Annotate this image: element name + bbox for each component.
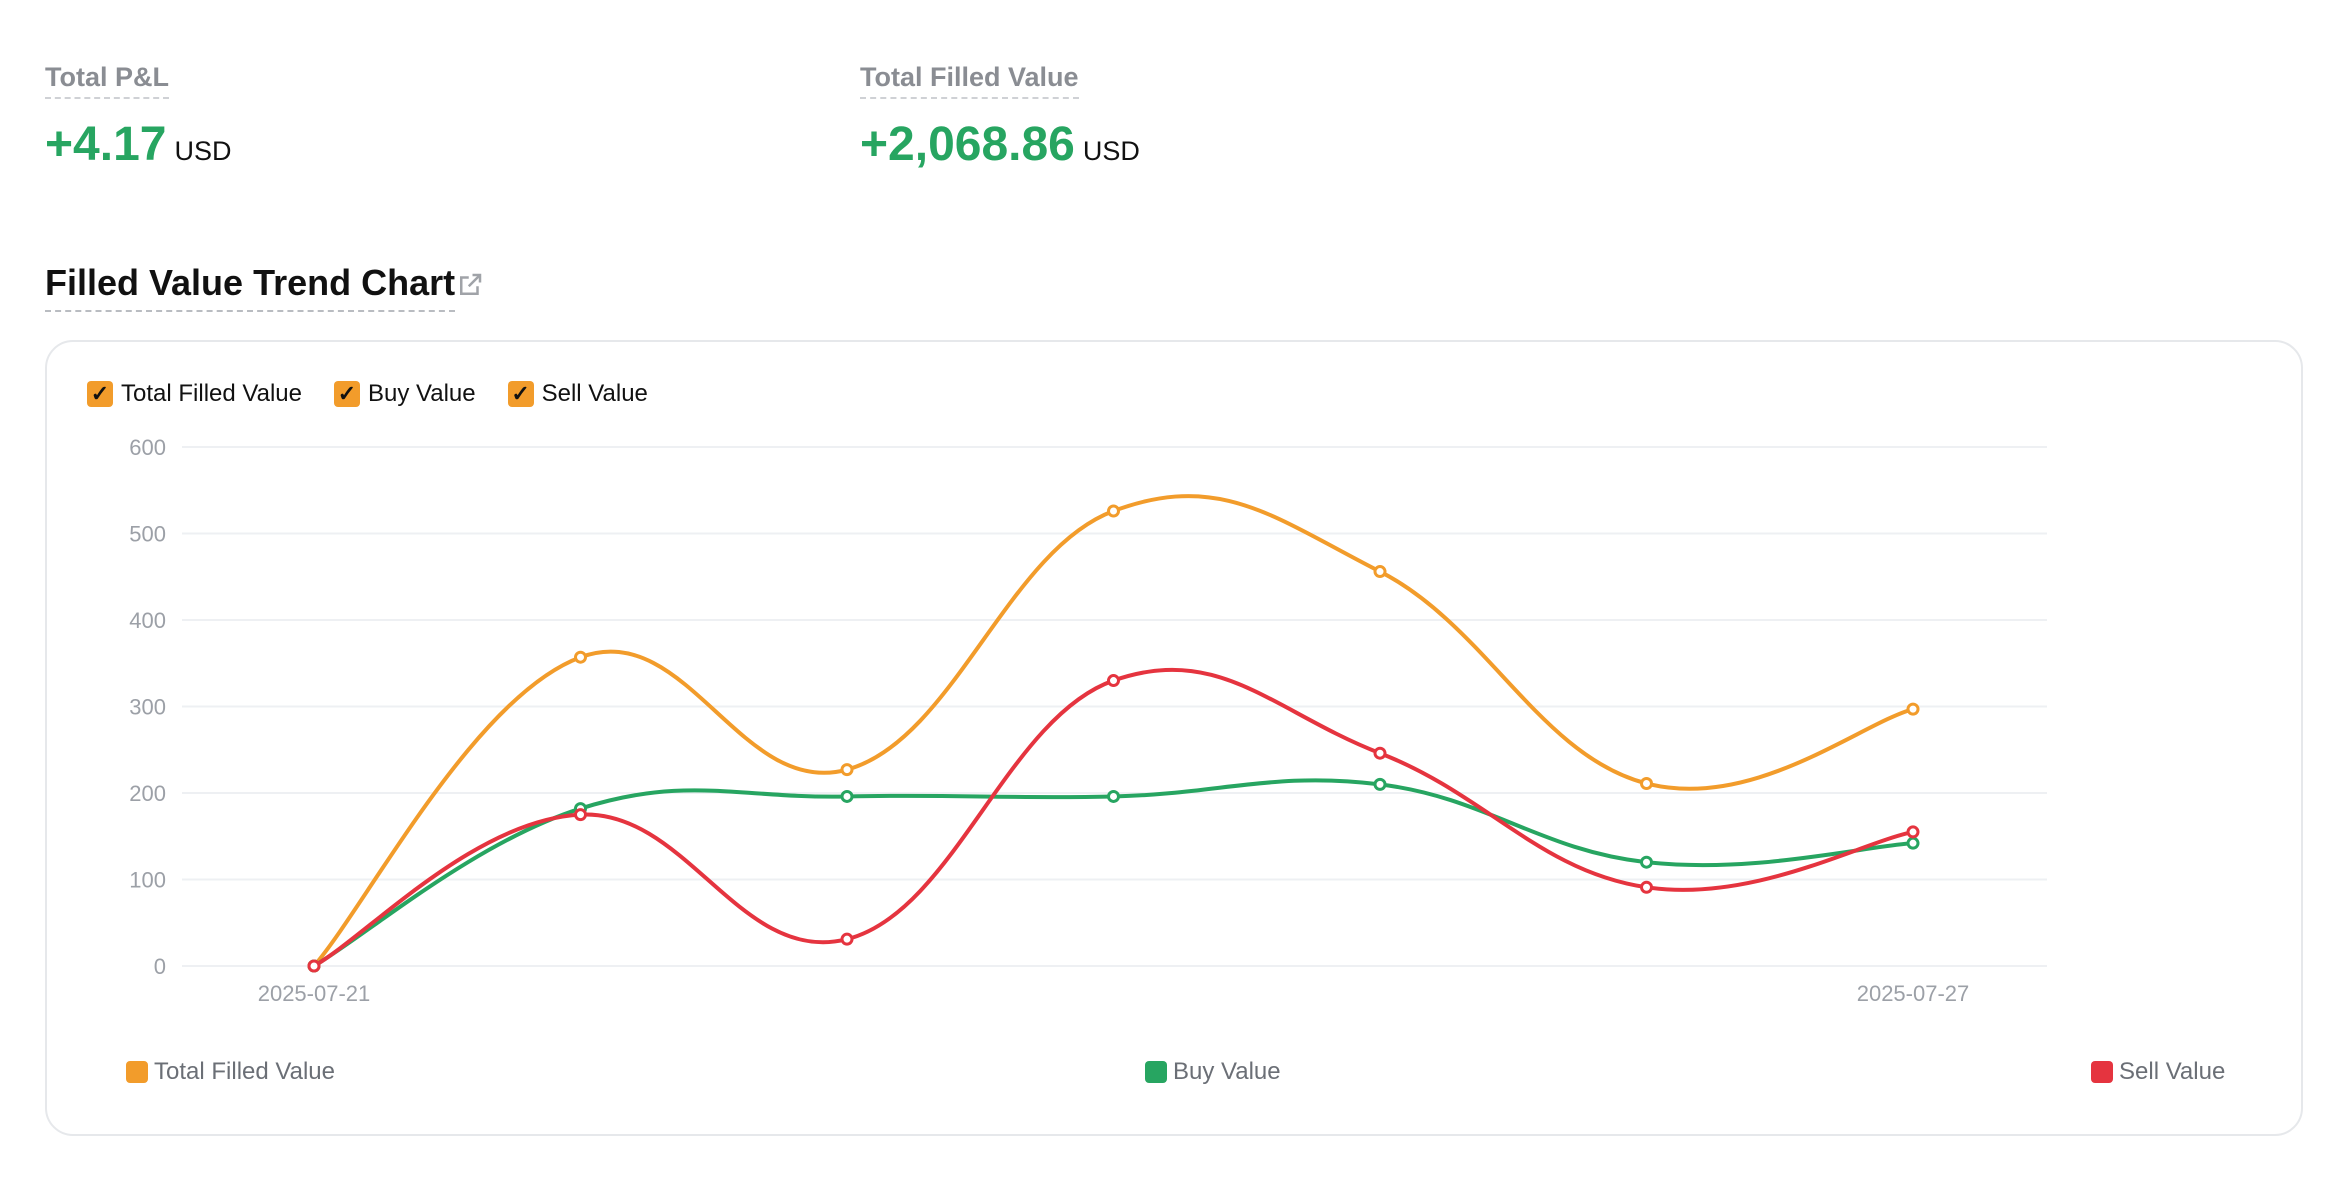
legend-item-buy[interactable]: Buy Value: [1145, 1058, 1281, 1086]
data-point: [1373, 746, 1387, 760]
data-point: [1906, 702, 1920, 716]
legend-label: Buy Value: [1173, 1058, 1281, 1085]
y-tick-label: 100: [129, 868, 166, 893]
data-point: [307, 959, 321, 973]
data-point: [1640, 855, 1653, 869]
data-point: [1373, 565, 1387, 579]
external-link-icon[interactable]: [455, 270, 485, 300]
data-point: [1107, 789, 1120, 803]
series-line-total-filled-value: [312, 494, 1914, 968]
metric-label[interactable]: Total P&L: [45, 62, 169, 99]
data-point: [1107, 504, 1120, 518]
metric-label[interactable]: Total Filled Value: [860, 62, 1079, 99]
series-line-sell-value: [313, 667, 1914, 968]
legend-swatch: [1145, 1061, 1167, 1083]
legend-label: Total Filled Value: [154, 1058, 335, 1085]
toggle-buy-value[interactable]: ✓ Buy Value: [333, 380, 476, 408]
data-point: [1640, 776, 1653, 790]
y-tick-label: 200: [129, 781, 166, 806]
data-point: [1906, 825, 1920, 839]
y-tick-label: 0: [154, 954, 166, 979]
y-tick-label: 300: [129, 695, 166, 720]
metric-value: +4.17: [45, 118, 167, 171]
x-tick-label: 2025-07-27: [1857, 981, 1970, 1006]
data-point: [574, 808, 587, 822]
metric-unit: USD: [174, 136, 232, 166]
metric-unit: USD: [1082, 136, 1140, 166]
data-point: [1640, 880, 1653, 894]
y-tick-label: 400: [129, 608, 166, 633]
data-point: [1107, 674, 1120, 688]
data-point: [1906, 836, 1920, 850]
toggle-label: Sell Value: [541, 380, 648, 407]
data-point: [840, 789, 854, 803]
toggle-label: Total Filled Value: [121, 380, 302, 407]
metric-total-filled-value: Total Filled Value +2,068.86 USD: [860, 62, 1140, 172]
y-tick-label: 600: [129, 435, 166, 460]
legend-item-total[interactable]: Total Filled Value: [126, 1058, 335, 1086]
data-point: [574, 650, 587, 664]
metric-total-pnl: Total P&L +4.17 USD: [45, 62, 231, 172]
metric-value: +2,068.86: [860, 118, 1075, 171]
data-point: [1373, 777, 1387, 791]
checkbox-checked-icon[interactable]: ✓: [333, 381, 360, 407]
checkbox-checked-icon[interactable]: ✓: [87, 381, 113, 407]
legend-swatch: [126, 1061, 148, 1083]
toggle-sell-value[interactable]: ✓ Sell Value: [507, 380, 648, 408]
series-toggles: ✓ Total Filled Value ✓ Buy Value ✓ Sell Val…: [87, 380, 648, 408]
toggle-label: Buy Value: [367, 380, 476, 407]
data-point: [840, 932, 854, 946]
series-line-buy-value: [312, 778, 1914, 968]
y-tick-label: 500: [129, 522, 166, 547]
data-point: [840, 763, 854, 777]
legend-swatch: [2091, 1061, 2113, 1083]
chart-card: [45, 340, 2303, 1136]
toggle-total-filled-value[interactable]: ✓ Total Filled Value: [87, 380, 302, 408]
section-title[interactable]: Filled Value Trend Chart: [45, 262, 456, 312]
legend-label: Sell Value: [2119, 1058, 2226, 1085]
x-tick-label: 2025-07-21: [258, 981, 371, 1006]
checkbox-checked-icon[interactable]: ✓: [507, 381, 534, 407]
legend-item-sell[interactable]: Sell Value: [2091, 1058, 2225, 1086]
